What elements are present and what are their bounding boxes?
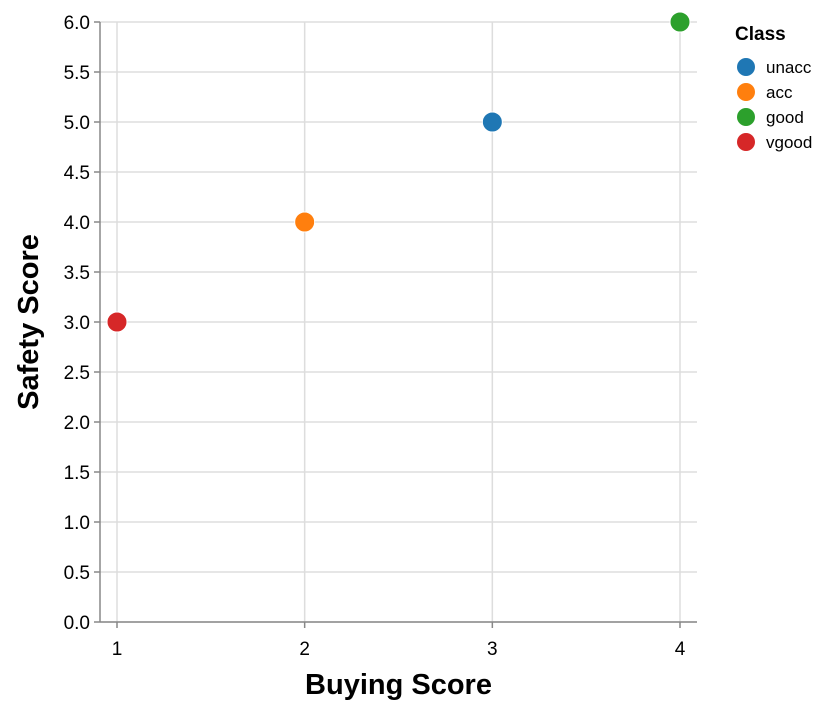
y-tick-label: 5.5 bbox=[64, 63, 90, 84]
y-tick-label: 4.5 bbox=[64, 163, 90, 184]
legend-swatch-unacc bbox=[737, 58, 755, 76]
legend-swatch-acc bbox=[737, 83, 755, 101]
legend: Class unacc acc good vgood bbox=[735, 24, 812, 152]
y-tick-label: 0.0 bbox=[64, 613, 90, 634]
data-point-acc bbox=[294, 211, 316, 233]
x-tick-label: 3 bbox=[487, 639, 498, 660]
x-tick-label: 1 bbox=[112, 639, 123, 660]
data-point-unacc bbox=[481, 111, 503, 133]
y-axis-title: Safety Score bbox=[13, 234, 45, 410]
data-points bbox=[106, 11, 691, 333]
y-tick-label: 4.0 bbox=[64, 213, 90, 234]
legend-title: Class bbox=[735, 24, 786, 45]
legend-swatch-vgood bbox=[737, 133, 755, 151]
y-tick-label: 1.0 bbox=[64, 513, 90, 534]
legend-label-unacc: unacc bbox=[766, 58, 812, 77]
x-tick-label: 4 bbox=[675, 639, 686, 660]
x-axis-title: Buying Score bbox=[305, 669, 492, 701]
y-tick-label: 0.5 bbox=[64, 563, 90, 584]
x-tick-label: 2 bbox=[299, 639, 310, 660]
y-tick-label: 3.0 bbox=[64, 313, 90, 334]
legend-label-vgood: vgood bbox=[766, 133, 812, 152]
legend-label-acc: acc bbox=[766, 83, 793, 102]
legend-label-good: good bbox=[766, 108, 804, 127]
axes bbox=[94, 21, 697, 628]
legend-swatch-good bbox=[737, 108, 755, 126]
data-point-good bbox=[669, 11, 691, 33]
y-tick-label: 2.5 bbox=[64, 363, 90, 384]
y-tick-label: 6.0 bbox=[64, 13, 90, 34]
y-tick-label: 1.5 bbox=[64, 463, 90, 484]
grid-lines bbox=[100, 21, 697, 623]
y-tick-label: 3.5 bbox=[64, 263, 90, 284]
data-point-vgood bbox=[106, 311, 128, 333]
y-tick-label: 2.0 bbox=[64, 413, 90, 434]
tick-labels: 0.0 0.5 1.0 1.5 2.0 2.5 3.0 3.5 4.0 4.5 5.0 5.5 6.0 1… bbox=[64, 13, 686, 660]
y-tick-label: 5.0 bbox=[64, 113, 90, 134]
